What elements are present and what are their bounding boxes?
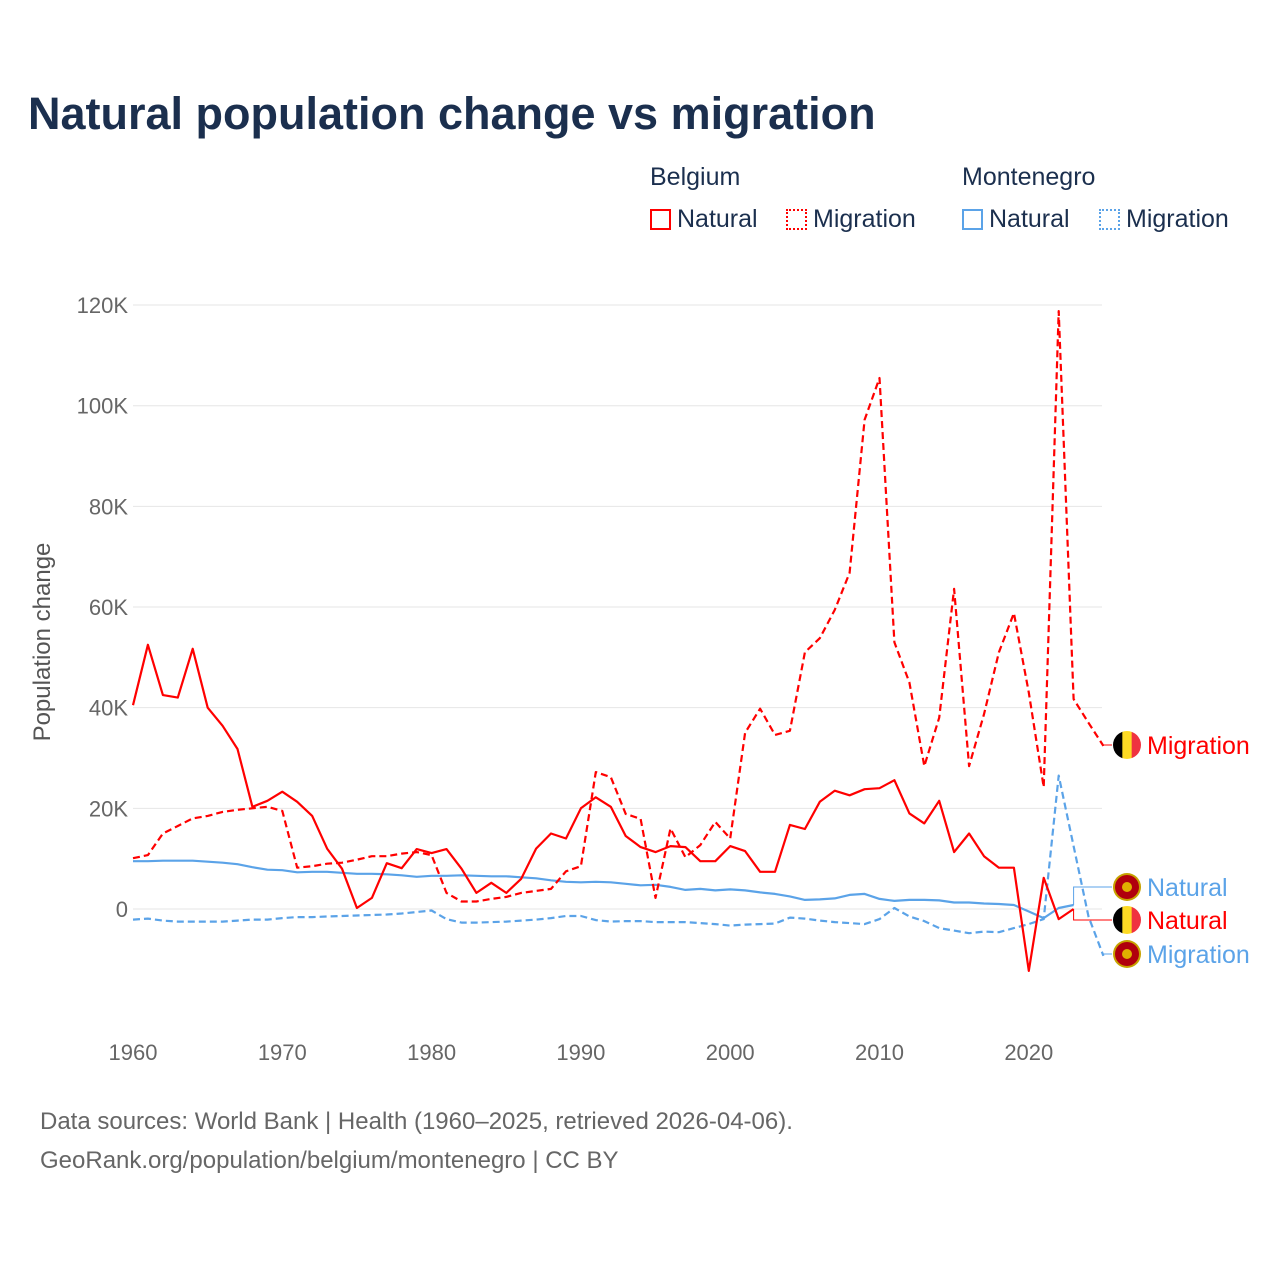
- y-tick-label: 120K: [77, 293, 129, 318]
- footer-sources: Data sources: World Bank | Health (1960–…: [40, 1108, 793, 1135]
- y-tick-label: 40K: [89, 696, 128, 721]
- y-tick-label: 0: [116, 897, 128, 922]
- dotted-swatch-icon: [1099, 209, 1120, 230]
- y-tick-label: 20K: [89, 796, 128, 821]
- y-tick-label: 100K: [77, 394, 129, 419]
- series-end-label: Natural: [1147, 874, 1228, 902]
- label-connector: [1073, 886, 1112, 905]
- montenegro-flag-icon: [1113, 940, 1141, 968]
- label-connector: [1073, 909, 1112, 921]
- x-tick-label: 1980: [407, 1040, 456, 1065]
- series-end-label: Natural: [1147, 907, 1228, 935]
- y-axis-label: Population change: [29, 543, 56, 742]
- legend-montenegro-natural[interactable]: Natural: [962, 205, 1070, 234]
- legend-montenegro-migration[interactable]: Migration: [1099, 205, 1229, 234]
- series-end-label: Migration: [1147, 732, 1250, 760]
- x-tick-label: 2000: [706, 1040, 755, 1065]
- series-line-montenegro-migration: [132, 774, 1105, 957]
- x-tick-label: 2020: [1004, 1040, 1053, 1065]
- solid-swatch-icon: [650, 209, 671, 230]
- legend-belgium-natural[interactable]: Natural: [650, 205, 758, 234]
- legend-belgium-migration[interactable]: Migration: [786, 205, 916, 234]
- x-tick-label: 1960: [109, 1040, 158, 1065]
- label-connector: [1102, 953, 1112, 956]
- solid-swatch-icon: [962, 209, 983, 230]
- legend-group-montenegro: Montenegro: [962, 163, 1096, 191]
- chart-title: Natural population change vs migration: [28, 88, 876, 139]
- dotted-swatch-icon: [786, 209, 807, 230]
- x-tick-label: 1990: [556, 1040, 605, 1065]
- footer-link[interactable]: GeoRank.org/population/belgium/montenegr…: [40, 1147, 619, 1174]
- belgium-flag-icon: [1113, 906, 1141, 934]
- y-tick-label: 80K: [89, 494, 128, 519]
- label-connector: [1102, 744, 1112, 746]
- x-tick-label: 1970: [258, 1040, 307, 1065]
- series-end-label: Migration: [1147, 941, 1250, 969]
- series-line-belgium-natural: [131, 643, 1075, 972]
- series-line-montenegro-natural: [133, 859, 1074, 920]
- montenegro-flag-icon: [1113, 873, 1141, 901]
- legend-group-belgium: Belgium: [650, 163, 741, 191]
- x-tick-label: 2010: [855, 1040, 904, 1065]
- series-line-belgium-migration: [132, 310, 1105, 903]
- belgium-flag-icon: [1113, 731, 1141, 759]
- y-tick-label: 60K: [89, 595, 128, 620]
